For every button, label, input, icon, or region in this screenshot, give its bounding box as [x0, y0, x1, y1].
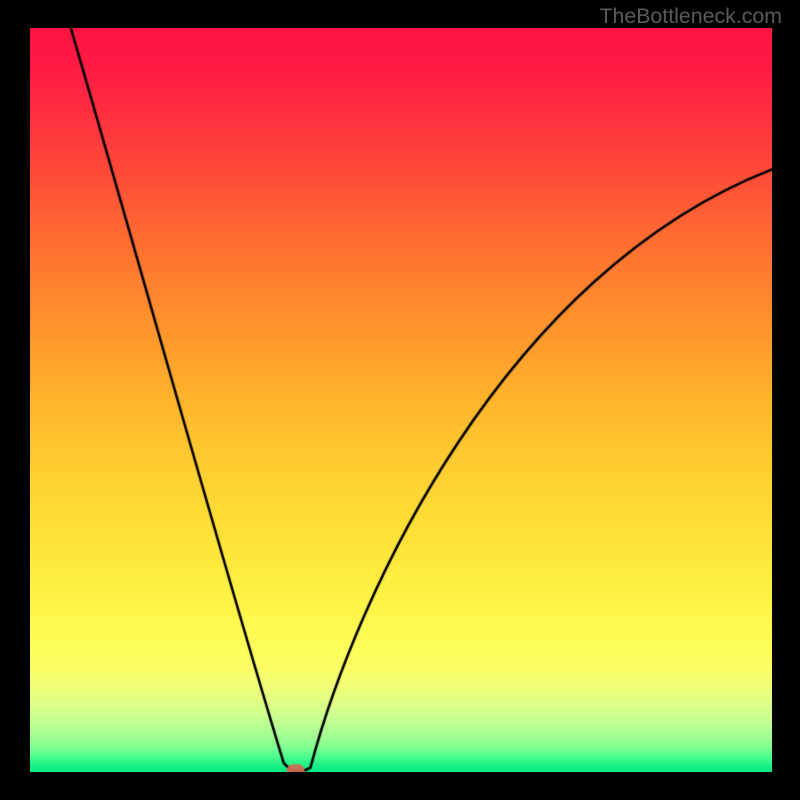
- plot-area: [30, 28, 772, 772]
- watermark-text: TheBottleneck.com: [599, 4, 782, 29]
- plot-canvas: [30, 28, 772, 772]
- plot-canvas-wrap: [30, 28, 772, 772]
- chart-frame: TheBottleneck.com: [0, 0, 800, 800]
